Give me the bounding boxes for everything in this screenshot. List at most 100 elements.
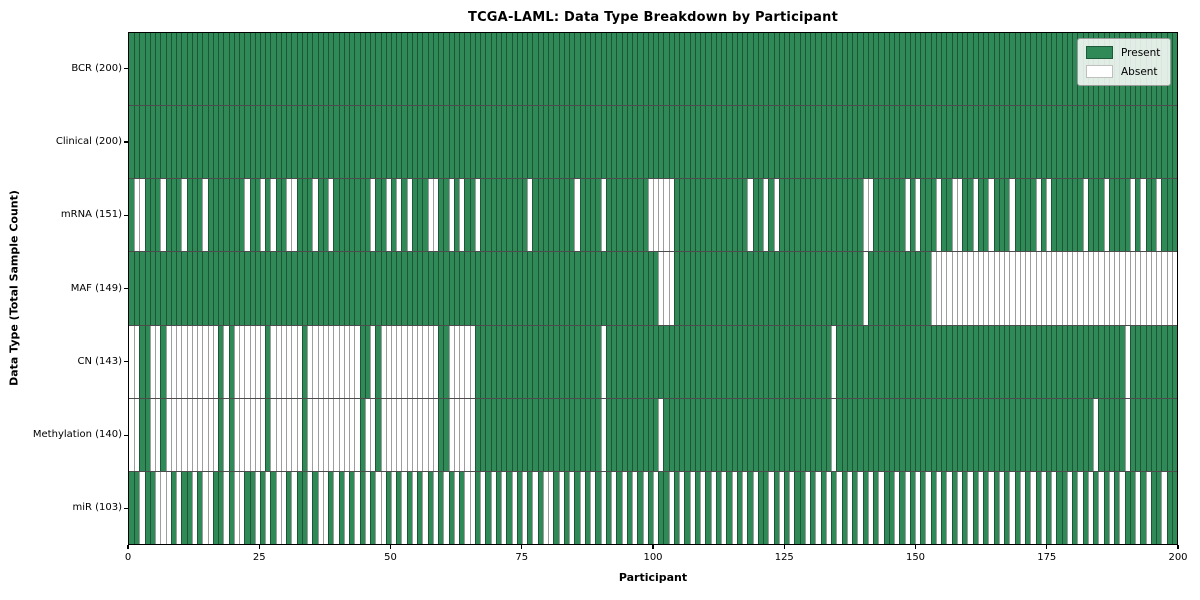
x-tick-label-150: 150 bbox=[905, 552, 926, 563]
cell bbox=[710, 106, 716, 179]
cell bbox=[1009, 325, 1015, 398]
cell bbox=[930, 252, 936, 325]
cell bbox=[637, 398, 643, 471]
cell bbox=[296, 398, 302, 471]
cell bbox=[841, 252, 847, 325]
cell bbox=[757, 471, 764, 544]
cell bbox=[375, 106, 381, 179]
cell bbox=[663, 398, 669, 471]
cell bbox=[789, 398, 795, 471]
cell bbox=[904, 33, 910, 106]
cell bbox=[1103, 252, 1109, 325]
cell bbox=[1135, 106, 1141, 179]
cell bbox=[941, 471, 947, 544]
cell bbox=[763, 471, 769, 544]
cell bbox=[1093, 252, 1099, 325]
cell bbox=[186, 179, 192, 252]
cell bbox=[972, 398, 978, 471]
cell bbox=[815, 179, 821, 252]
cell bbox=[296, 179, 302, 252]
cell bbox=[328, 398, 334, 471]
cell bbox=[1030, 33, 1036, 106]
cell bbox=[574, 471, 580, 544]
cell bbox=[191, 179, 198, 252]
cell bbox=[427, 325, 433, 398]
cell bbox=[867, 471, 874, 544]
cell bbox=[941, 33, 947, 106]
cell bbox=[1129, 325, 1136, 398]
cell bbox=[914, 325, 921, 398]
cell bbox=[1030, 325, 1036, 398]
cell bbox=[590, 106, 596, 179]
cell bbox=[736, 325, 743, 398]
cell bbox=[548, 325, 554, 398]
cell bbox=[715, 325, 722, 398]
cell bbox=[485, 106, 491, 179]
cell bbox=[1051, 179, 1057, 252]
cell bbox=[548, 471, 554, 544]
cell bbox=[616, 471, 622, 544]
cell bbox=[1103, 471, 1109, 544]
cell bbox=[411, 252, 418, 325]
cell bbox=[417, 33, 423, 106]
cell bbox=[1066, 325, 1073, 398]
cell bbox=[773, 252, 779, 325]
y-tick-label-miR: miR (103) bbox=[72, 502, 122, 514]
cell bbox=[553, 33, 559, 106]
cell bbox=[873, 252, 879, 325]
cell bbox=[548, 179, 554, 252]
cell bbox=[679, 106, 685, 179]
cell bbox=[349, 106, 355, 179]
cell bbox=[176, 179, 182, 252]
cell bbox=[883, 252, 889, 325]
cell bbox=[925, 398, 931, 471]
cell bbox=[254, 106, 260, 179]
cell bbox=[144, 471, 150, 544]
cell bbox=[935, 398, 942, 471]
cell bbox=[888, 471, 895, 544]
cell bbox=[616, 398, 622, 471]
cell bbox=[563, 106, 570, 179]
cell bbox=[139, 325, 145, 398]
cell bbox=[1051, 471, 1057, 544]
cell bbox=[401, 398, 407, 471]
cell bbox=[1171, 179, 1177, 252]
cell bbox=[752, 325, 758, 398]
cell bbox=[611, 33, 617, 106]
cell bbox=[867, 398, 874, 471]
cell bbox=[1025, 179, 1031, 252]
cell bbox=[652, 398, 659, 471]
cell bbox=[1166, 252, 1172, 325]
cell bbox=[836, 106, 842, 179]
cell bbox=[878, 252, 884, 325]
cell bbox=[427, 179, 433, 252]
cell bbox=[354, 33, 360, 106]
cell bbox=[1045, 106, 1052, 179]
cell bbox=[291, 33, 297, 106]
cell bbox=[972, 179, 978, 252]
cell bbox=[1129, 471, 1136, 544]
cell bbox=[275, 471, 281, 544]
cell bbox=[721, 179, 727, 252]
cell bbox=[962, 106, 968, 179]
cell bbox=[857, 471, 863, 544]
cell bbox=[715, 33, 722, 106]
cell bbox=[998, 106, 1005, 179]
cell bbox=[1103, 325, 1109, 398]
cell bbox=[312, 252, 318, 325]
cell bbox=[1077, 179, 1083, 252]
cell bbox=[1103, 398, 1109, 471]
cell bbox=[396, 179, 402, 252]
cell bbox=[977, 106, 984, 179]
cell bbox=[998, 398, 1005, 471]
cell bbox=[977, 325, 984, 398]
cell bbox=[401, 179, 407, 252]
cell bbox=[134, 471, 140, 544]
cell bbox=[909, 471, 915, 544]
cell bbox=[935, 325, 942, 398]
legend-present-label: Present bbox=[1121, 46, 1161, 59]
cell bbox=[197, 471, 203, 544]
cell bbox=[1087, 325, 1094, 398]
cell bbox=[632, 33, 638, 106]
cell bbox=[1140, 325, 1146, 398]
